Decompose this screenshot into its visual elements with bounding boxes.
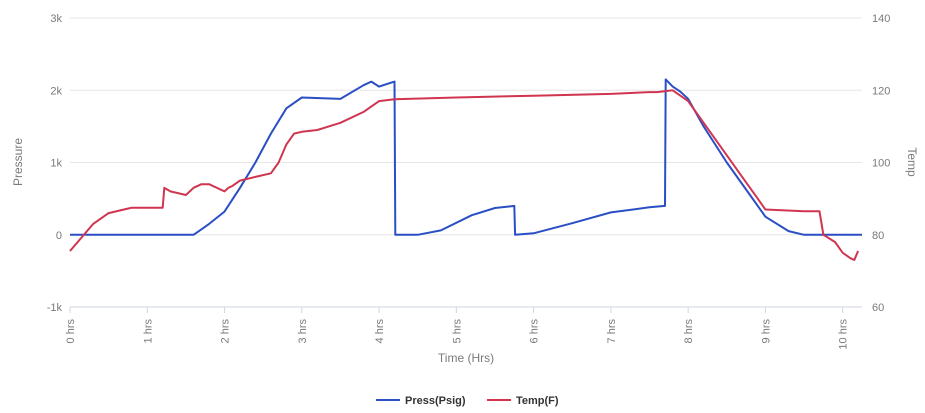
- x-axis: 0 hrs 1 hrs 2 hrs 3 hrs 4 hrs 5 hrs 6 hrs 7 hrs…: [65, 306, 862, 350]
- x-tick-label: 10 hrs: [838, 319, 850, 350]
- y-left-tick-label: 3k: [50, 13, 62, 25]
- legend-label-temp: Temp(F): [516, 395, 559, 407]
- x-tick-label: 1 hrs: [142, 319, 154, 344]
- legend-item-temp[interactable]: Temp(F): [487, 395, 559, 407]
- x-tick-label: 7 hrs: [606, 319, 618, 344]
- x-tick-label: 6 hrs: [529, 319, 541, 344]
- y-right-tick-label: 120: [872, 85, 890, 97]
- grid-layer: [70, 17, 862, 308]
- x-tick-label: 2 hrs: [220, 319, 232, 344]
- y-left-tick-label: 1k: [50, 158, 62, 170]
- y-axis-left: -1k 0 1k 2k 3k: [47, 13, 63, 314]
- y-right-tick-label: 80: [872, 230, 884, 242]
- legend-item-press[interactable]: Press(Psig): [376, 395, 466, 407]
- x-tick-label: 5 hrs: [451, 319, 463, 344]
- x-tick-label: 0 hrs: [65, 319, 77, 344]
- x-tick-label: 8 hrs: [683, 319, 695, 344]
- x-tick-label: 3 hrs: [297, 319, 309, 344]
- legend-label-press: Press(Psig): [405, 395, 466, 407]
- series-layer: [69, 78, 862, 261]
- y-right-tick-label: 100: [872, 158, 890, 170]
- x-tick-label: 4 hrs: [374, 319, 386, 344]
- y-axis-right: 60 80 100 120 140: [872, 13, 890, 314]
- y-left-tick-label: 0: [56, 230, 62, 242]
- y-left-tick-label: 2k: [50, 85, 62, 97]
- press-series-line[interactable]: [70, 78, 862, 236]
- x-axis-title: Time (Hrs): [438, 351, 494, 365]
- y-left-tick-label: -1k: [47, 302, 63, 314]
- y-axis-right-title: Temp: [905, 147, 919, 177]
- y-axis-left-title: Pressure: [11, 138, 25, 186]
- x-tick-label: 9 hrs: [760, 319, 772, 344]
- temp-series-line[interactable]: [69, 89, 860, 261]
- y-right-tick-label: 140: [872, 13, 890, 25]
- legend: Press(Psig) Temp(F): [376, 395, 559, 407]
- y-right-tick-label: 60: [872, 302, 884, 314]
